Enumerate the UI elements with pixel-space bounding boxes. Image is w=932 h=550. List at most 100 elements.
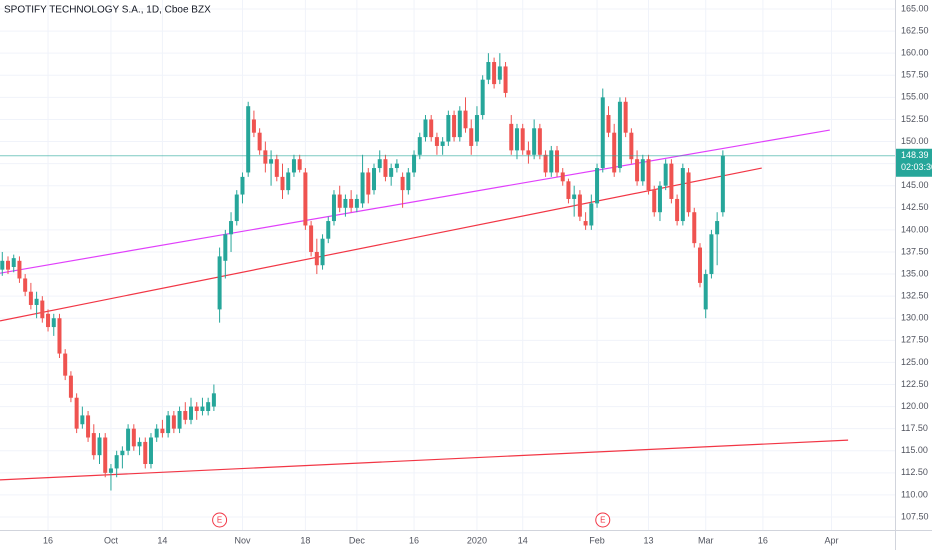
candle-body (692, 212, 697, 244)
y-tick-label: 152.50 (901, 114, 929, 124)
candle-body (303, 172, 308, 226)
earnings-marker (212, 512, 228, 528)
candle-body (17, 260, 22, 279)
candle-body (349, 198, 354, 208)
earnings-marker (595, 512, 611, 528)
candle-body (80, 415, 85, 425)
y-tick-label: 132.50 (901, 291, 929, 301)
candle-body (206, 402, 211, 411)
candle-body (646, 159, 651, 191)
trend-line (0, 439, 849, 481)
y-tick-label: 150.00 (901, 136, 929, 146)
candle-body (189, 406, 194, 420)
x-tick-label: 14 (157, 535, 167, 545)
candle-body (452, 115, 457, 138)
candle-body (463, 110, 468, 129)
candle-body (40, 300, 45, 319)
y-tick-label: 107.50 (901, 511, 929, 521)
y-tick-label: 137.50 (901, 246, 929, 256)
candle-body (366, 172, 371, 195)
candle-body (263, 150, 268, 164)
x-tick-label: 16 (758, 535, 768, 545)
candle-body (657, 185, 662, 213)
candle-body (74, 397, 79, 429)
candle-body (223, 234, 228, 261)
candle-body (417, 137, 422, 155)
y-tick-label: 155.00 (901, 92, 929, 102)
candle-body (171, 415, 176, 429)
x-tick-label: Nov (234, 535, 251, 545)
candle-body (343, 198, 348, 208)
candle-body (600, 97, 605, 169)
candle-body (297, 159, 302, 170)
candle-body (120, 450, 125, 456)
x-tick-label: Dec (349, 535, 366, 545)
candle-body (577, 194, 582, 217)
candle-body (486, 62, 491, 80)
candle-body (372, 168, 377, 191)
candle-body (434, 137, 439, 146)
candle-body (68, 375, 73, 398)
candle-body (314, 251, 319, 266)
candle-body (0, 260, 5, 270)
candle-body (583, 221, 588, 226)
candle-body (137, 441, 142, 447)
candle-body (617, 101, 622, 169)
x-tick-label: 13 (644, 535, 654, 545)
candle-body (309, 225, 314, 252)
candle-body (709, 234, 714, 275)
candle-body (697, 247, 702, 283)
candle-body (57, 318, 62, 354)
candle-body (680, 168, 685, 222)
candle-body (251, 119, 256, 133)
candle-body (229, 221, 234, 235)
candle-body (446, 115, 451, 142)
candle-body (114, 455, 119, 469)
candle-body (543, 154, 548, 173)
earnings-label: E (600, 516, 605, 525)
candle-body (509, 123, 514, 151)
candle-body (211, 393, 216, 407)
candle-body (217, 256, 222, 310)
candle-body (326, 221, 331, 239)
candle-body (675, 198, 680, 222)
candle-body (240, 176, 245, 195)
x-tick-label: 2020 (467, 535, 487, 545)
candle-body (286, 172, 291, 191)
candle-body (103, 437, 108, 473)
candle-body (234, 194, 239, 222)
candle-body (23, 278, 28, 292)
candle-body (63, 353, 68, 376)
candle-body (514, 128, 519, 151)
candle-body (274, 159, 279, 177)
x-tick-label: Oct (104, 535, 119, 545)
y-tick-label: 157.50 (901, 70, 929, 80)
candle-body (126, 428, 131, 451)
chart-title: SPOTIFY TECHNOLOGY S.A., 1D, Cboe BZX (4, 5, 211, 16)
candle-body (177, 410, 182, 429)
candle-body (51, 318, 56, 328)
candle-body (640, 159, 645, 182)
candle-body (143, 441, 148, 465)
candle-body (389, 168, 394, 177)
y-tick-label: 145.00 (901, 180, 929, 190)
y-tick-label: 140.00 (901, 224, 929, 234)
candle-body (715, 221, 720, 235)
candle-body (86, 415, 91, 438)
candle-body (520, 128, 525, 151)
candle-body (412, 154, 417, 173)
y-tick-label: 127.50 (901, 335, 929, 345)
y-tick-label: 110.00 (901, 489, 928, 499)
candle-body (480, 79, 485, 116)
y-tick-label: 162.50 (901, 25, 929, 35)
candle-body (606, 115, 611, 133)
y-tick-label: 115.00 (901, 445, 928, 455)
y-tick-label: 165.00 (901, 3, 929, 13)
x-tick-label: Apr (825, 535, 839, 545)
candle-body (497, 66, 502, 80)
candle-body (492, 62, 497, 85)
candle-body (154, 428, 159, 438)
y-tick-label: 117.50 (901, 423, 928, 433)
